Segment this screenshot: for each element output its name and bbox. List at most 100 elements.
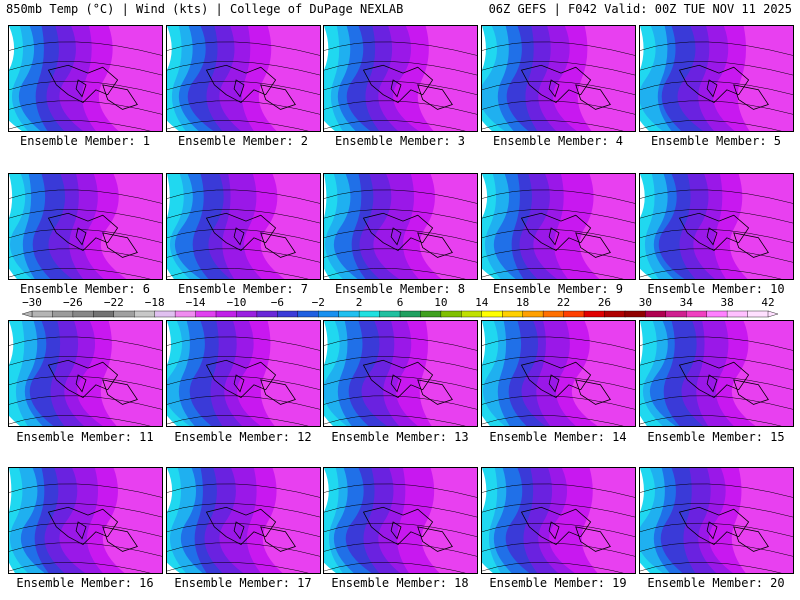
header-run-info: 06Z GEFS | F042 Valid: 00Z TUE NOV 11 20… [488,2,792,16]
ensemble-member-map [166,173,321,280]
colorbar-segment [665,310,687,318]
colorbar-tick-label: −22 [103,296,124,309]
colorbar-tick-label: −2 [311,296,325,309]
ensemble-member-label: Ensemble Member: 18 [331,576,469,590]
colorbar-segment [686,310,708,318]
colorbar-segment [420,310,442,318]
colorbar-segment [706,310,728,318]
temperature-colorbar [0,296,800,322]
colorbar-tick-label: −18 [144,296,165,309]
colorbar-segment [318,310,340,318]
ensemble-member-label: Ensemble Member: 9 [492,282,624,296]
ensemble-member-map [639,25,794,132]
ensemble-member-map [323,25,478,132]
colorbar-segment [52,310,74,318]
ensemble-member-map [639,467,794,574]
colorbar-segment [604,310,626,318]
colorbar-segment [481,310,503,318]
ensemble-member-label: Ensemble Member: 13 [331,430,469,444]
colorbar-segment [93,310,115,318]
colorbar-segment [31,310,54,318]
colorbar-tick-label: −6 [270,296,284,309]
ensemble-member-map [481,320,636,427]
colorbar-tick-label: 10 [434,296,448,309]
colorbar-tick-label: 34 [679,296,693,309]
colorbar-segment [563,310,585,318]
ensemble-member-label: Ensemble Member: 17 [174,576,312,590]
colorbar-segment [461,310,483,318]
ensemble-member-label: Ensemble Member: 11 [16,430,154,444]
colorbar-tick-label: 2 [355,296,363,309]
colorbar-segment [624,310,647,318]
colorbar-tick-label: 22 [556,296,571,309]
colorbar-tick-label: 14 [475,296,489,309]
colorbar-segment [583,310,606,318]
colorbar-segment [277,310,299,318]
colorbar-segment [379,310,401,318]
colorbar-segment [399,310,422,318]
colorbar-segment [747,310,769,318]
ensemble-member-label: Ensemble Member: 6 [19,282,151,296]
ensemble-member-map [8,25,163,132]
ensemble-member-label: Ensemble Member: 5 [650,134,782,148]
colorbar-segment [72,310,95,318]
ensemble-member-label: Ensemble Member: 16 [16,576,154,590]
colorbar-arrow-left [21,310,33,318]
ensemble-member-label: Ensemble Member: 7 [177,282,309,296]
ensemble-member-map [166,320,321,427]
ensemble-member-map [481,173,636,280]
ensemble-member-map [323,320,478,427]
colorbar-segment [236,310,258,318]
colorbar-segment [542,310,565,318]
ensemble-member-label: Ensemble Member: 1 [19,134,151,148]
colorbar-tick-label: 18 [516,296,530,309]
colorbar-segment [113,310,135,318]
colorbar-segment [195,310,217,318]
colorbar-tick-label: −14 [185,296,206,309]
ensemble-member-map [639,173,794,280]
ensemble-member-map [323,173,478,280]
ensemble-member-label: Ensemble Member: 8 [334,282,466,296]
colorbar-tick-label: 26 [597,296,612,309]
colorbar-tick-label: 38 [720,296,734,309]
colorbar-segment [338,310,360,318]
colorbar-segment [174,310,197,318]
ensemble-member-map [639,320,794,427]
colorbar-tick-label: −26 [62,296,83,309]
ensemble-member-label: Ensemble Member: 19 [489,576,627,590]
ensemble-member-label: Ensemble Member: 12 [174,430,312,444]
ensemble-member-map [8,467,163,574]
colorbar-segment [154,310,176,318]
ensemble-member-map [166,25,321,132]
ensemble-member-label: Ensemble Member: 2 [177,134,309,148]
colorbar-segment [440,310,463,318]
colorbar-tick-label: −10 [226,296,247,309]
colorbar-segment [134,310,156,318]
ensemble-member-map [481,467,636,574]
ensemble-member-label: Ensemble Member: 4 [492,134,624,148]
colorbar-segment [726,310,749,318]
colorbar-tick-label: 30 [638,296,652,309]
ensemble-member-label: Ensemble Member: 15 [647,430,785,444]
ensemble-member-map [481,25,636,132]
colorbar-segment [256,310,279,318]
colorbar-segment [358,310,381,318]
colorbar-tick-label: 42 [761,296,775,309]
ensemble-member-map [323,467,478,574]
ensemble-member-label: Ensemble Member: 14 [489,430,627,444]
ensemble-member-label: Ensemble Member: 3 [334,134,466,148]
ensemble-member-map [8,320,163,427]
colorbar-segment [502,310,524,318]
colorbar-arrow-right [767,310,779,318]
colorbar-segment [522,310,544,318]
colorbar-segment [297,310,319,318]
colorbar-segment [645,310,667,318]
ensemble-member-label: Ensemble Member: 20 [647,576,785,590]
colorbar-tick-label: −30 [22,296,42,309]
ensemble-member-map [8,173,163,280]
ensemble-member-label: Ensemble Member: 10 [647,282,785,296]
ensemble-member-map [166,467,321,574]
header-title: 850mb Temp (°C) | Wind (kts) | College o… [6,2,404,16]
colorbar-tick-label: 6 [396,296,404,309]
colorbar-segment [215,310,238,318]
